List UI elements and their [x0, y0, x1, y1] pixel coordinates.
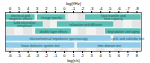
svg-text:linear dielectric system test: linear dielectric system test — [21, 44, 59, 48]
svg-text:5: 5 — [18, 6, 21, 11]
svg-text:-2: -2 — [81, 6, 85, 11]
svg-text:-3: -3 — [35, 53, 39, 58]
svg-text:4: 4 — [27, 6, 30, 11]
svg-text:-7: -7 — [126, 6, 130, 11]
svg-text:time domain test: time domain test — [98, 44, 121, 48]
svg-text:-2: -2 — [45, 53, 49, 58]
svg-text:log(τ/s): log(τ/s) — [67, 58, 80, 63]
svg-text:8: 8 — [136, 53, 139, 58]
svg-text:0: 0 — [63, 6, 66, 11]
svg-text:5: 5 — [109, 53, 112, 58]
svg-text:3: 3 — [91, 53, 94, 58]
svg-text:1: 1 — [72, 53, 75, 59]
html-text:electrical and: electrical and — [11, 13, 30, 18]
svg-text:7: 7 — [127, 53, 130, 58]
svg-text:degradation and aging: degradation and aging — [107, 30, 139, 34]
svg-text:6: 6 — [9, 6, 12, 11]
svg-text:-5: -5 — [17, 53, 21, 58]
svg-text:6: 6 — [118, 53, 121, 58]
svg-text:-4: -4 — [99, 6, 103, 11]
svg-text:3: 3 — [36, 6, 39, 11]
svg-text:electrochemical impedance spec: electrochemical impedance spectroscopy — [29, 37, 88, 41]
svg-text:-4: -4 — [26, 53, 30, 58]
svg-text:relaxation and diffusion: relaxation and diffusion — [69, 23, 102, 27]
svg-text:4: 4 — [100, 53, 103, 58]
svg-text:-5: -5 — [108, 6, 112, 11]
svg-text:-8: -8 — [135, 6, 139, 11]
html-text:magnetic effects: magnetic effects — [8, 17, 32, 22]
svg-text:-6: -6 — [117, 6, 121, 11]
svg-text:-1: -1 — [54, 53, 58, 58]
svg-text:double layer effects: double layer effects — [40, 30, 68, 34]
svg-text:heat transfer andheat capacity: heat transfer andheat capacity — [101, 14, 125, 21]
svg-text:charge transfer: charge transfer — [41, 16, 63, 20]
svg-text:2: 2 — [45, 6, 48, 11]
svg-text:-3: -3 — [90, 6, 94, 11]
svg-text:log(f/Hz): log(f/Hz) — [66, 1, 82, 6]
svg-text:-1: -1 — [72, 6, 76, 11]
svg-text:2: 2 — [81, 53, 84, 58]
svg-text:1: 1 — [54, 6, 57, 11]
svg-text:-6: -6 — [8, 53, 12, 58]
svg-text:solid electrolyteinterphase: solid electrolyteinterphase — [14, 21, 36, 28]
svg-text:0: 0 — [63, 53, 66, 58]
svg-text:cyclic and calendar test: cyclic and calendar test — [111, 37, 144, 41]
